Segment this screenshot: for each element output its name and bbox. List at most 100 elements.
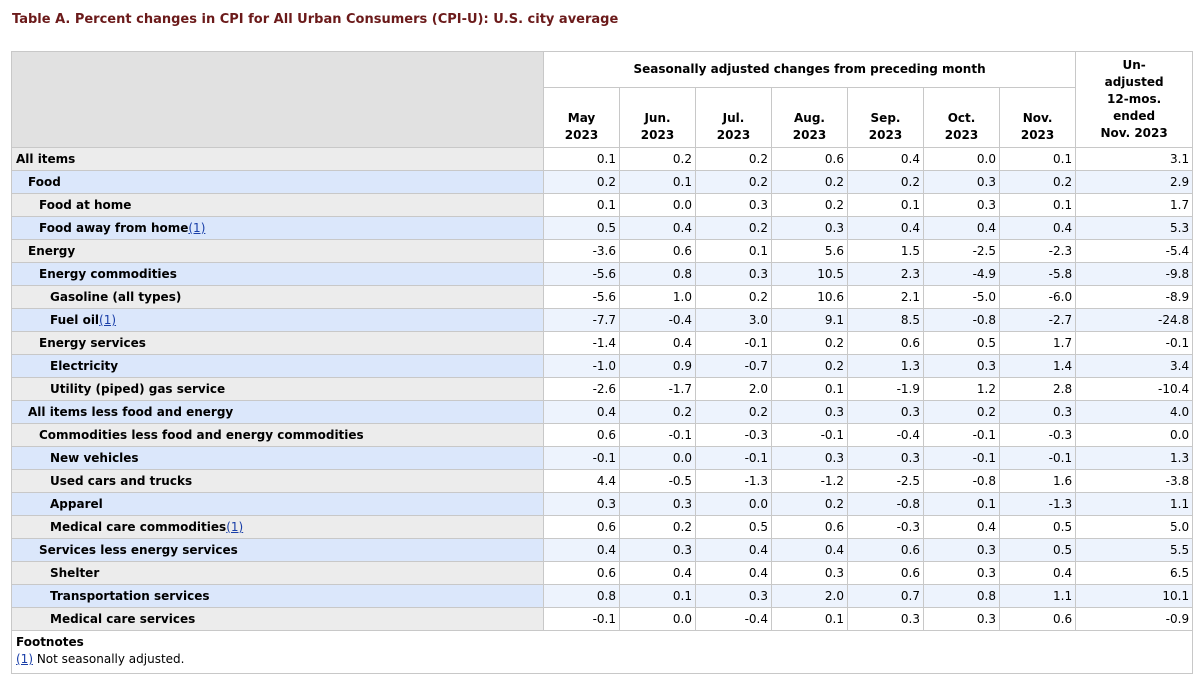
value-cell: -0.1 <box>771 423 848 447</box>
row-label: Utility (piped) gas service <box>11 377 544 401</box>
value-cell: -0.8 <box>923 308 1000 332</box>
unadjusted-value-cell: -0.1 <box>1075 331 1194 355</box>
value-cell: -0.5 <box>619 469 696 493</box>
value-cell: 0.3 <box>923 170 1000 194</box>
value-cell: 0.0 <box>619 193 696 217</box>
value-cell: -0.8 <box>923 469 1000 493</box>
value-cell: 0.1 <box>543 193 620 217</box>
table-row: Medical care services -0.1 0.0 -0.4 0.1 0.3 0.… <box>11 607 1194 631</box>
value-cell: 0.3 <box>847 400 924 424</box>
footnote-link[interactable]: (1) <box>188 221 206 235</box>
value-cell: 0.3 <box>771 446 848 470</box>
table-row: Energy -3.6 0.6 0.1 5.6 1.5 -2.5 -2.3 -5.4 <box>11 239 1194 263</box>
value-cell: 0.4 <box>998 216 1077 240</box>
value-cell: 0.4 <box>619 216 696 240</box>
value-cell: 0.3 <box>923 354 1000 378</box>
unadjusted-value-cell: 5.0 <box>1075 515 1194 539</box>
table-row: Food 0.2 0.1 0.2 0.2 0.2 0.3 0.2 2.9 <box>11 170 1194 194</box>
value-cell: 0.4 <box>695 538 772 562</box>
value-cell: -0.1 <box>998 446 1077 470</box>
unadjusted-value-cell: 2.9 <box>1075 170 1194 194</box>
value-cell: 0.1 <box>695 239 772 263</box>
table-row: Services less energy services 0.4 0.3 0.4 0.… <box>11 538 1194 562</box>
table-row: Energy services -1.4 0.4 -0.1 0.2 0.6 0.5 1.7 -0… <box>11 331 1194 355</box>
table-row: Apparel 0.3 0.3 0.0 0.2 -0.8 0.1 -1.3 1.1 <box>11 492 1194 516</box>
unadjusted-value-cell: -9.8 <box>1075 262 1194 286</box>
unadjusted-value-cell: -10.4 <box>1075 377 1194 401</box>
value-cell: 4.4 <box>543 469 620 493</box>
value-cell: 0.5 <box>923 331 1000 355</box>
value-cell: 0.3 <box>771 561 848 585</box>
value-cell: 0.3 <box>543 492 620 516</box>
value-cell: 0.6 <box>543 561 620 585</box>
row-label: Electricity <box>11 354 544 378</box>
month-header: May 2023 <box>543 87 620 148</box>
value-cell: 0.6 <box>847 561 924 585</box>
row-label: Energy services <box>11 331 544 355</box>
value-cell: 0.4 <box>771 538 848 562</box>
value-cell: -4.9 <box>923 262 1000 286</box>
table-row: All items 0.1 0.2 0.2 0.6 0.4 0.0 0.1 3.1 <box>11 147 1194 171</box>
table-row: Food away from home(1) 0.5 0.4 0.2 0.3 0.4 0.4… <box>11 216 1194 240</box>
value-cell: 9.1 <box>771 308 848 332</box>
unadjusted-12mo-header: Un- adjusted 12-mos. ended Nov. 2023 <box>1075 51 1194 148</box>
value-cell: 0.2 <box>771 193 848 217</box>
row-label: Medical care commodities(1) <box>11 515 544 539</box>
seasonally-adjusted-header: Seasonally adjusted changes from precedi… <box>542 51 1077 88</box>
value-cell: 0.3 <box>847 446 924 470</box>
value-cell: 0.4 <box>998 561 1077 585</box>
unadjusted-value-cell: -5.4 <box>1075 239 1194 263</box>
value-cell: 0.3 <box>619 538 696 562</box>
value-cell: 0.2 <box>847 170 924 194</box>
row-label: Food away from home(1) <box>11 216 544 240</box>
table-row: Electricity -1.0 0.9 -0.7 0.2 1.3 0.3 1.4 3.4 <box>11 354 1194 378</box>
value-cell: 0.7 <box>847 584 924 608</box>
value-cell: 0.3 <box>847 607 924 631</box>
value-cell: 1.7 <box>998 331 1077 355</box>
value-cell: 0.2 <box>619 515 696 539</box>
value-cell: 0.1 <box>998 147 1077 171</box>
value-cell: 0.3 <box>998 400 1077 424</box>
value-cell: 2.8 <box>998 377 1077 401</box>
value-cell: 0.8 <box>619 262 696 286</box>
unadjusted-value-cell: -24.8 <box>1075 308 1194 332</box>
table-row: Fuel oil(1) -7.7 -0.4 3.0 9.1 8.5 -0.8 -2.7 -24.… <box>11 308 1194 332</box>
footnote-item: (1) Not seasonally adjusted. <box>16 652 1188 666</box>
footnotes: Footnotes (1) Not seasonally adjusted. <box>10 630 1194 674</box>
footnote-link[interactable]: (1) <box>99 313 117 327</box>
footnote-ref-link[interactable]: (1) <box>16 652 33 666</box>
value-cell: 0.1 <box>847 193 924 217</box>
value-cell: 1.0 <box>619 285 696 309</box>
value-cell: 0.3 <box>771 216 848 240</box>
value-cell: 0.4 <box>543 538 620 562</box>
value-cell: 0.3 <box>771 400 848 424</box>
table-row: Utility (piped) gas service -2.6 -1.7 2.0 0.… <box>11 377 1194 401</box>
value-cell: 0.2 <box>695 285 772 309</box>
footnote-text: Not seasonally adjusted. <box>33 652 185 666</box>
value-cell: -0.8 <box>847 492 924 516</box>
value-cell: 0.1 <box>619 584 696 608</box>
value-cell: -1.7 <box>619 377 696 401</box>
value-cell: 0.1 <box>771 377 848 401</box>
value-cell: -0.1 <box>695 446 772 470</box>
unadjusted-value-cell: -8.9 <box>1075 285 1194 309</box>
unadjusted-value-cell: 5.3 <box>1075 216 1194 240</box>
value-cell: 0.2 <box>543 170 620 194</box>
row-label: Energy commodities <box>11 262 544 286</box>
row-label: Fuel oil(1) <box>11 308 544 332</box>
value-cell: 0.6 <box>771 147 848 171</box>
value-cell: 1.2 <box>923 377 1000 401</box>
unadjusted-value-cell: 10.1 <box>1075 584 1194 608</box>
value-cell: -2.7 <box>998 308 1077 332</box>
footnote-link[interactable]: (1) <box>226 520 244 534</box>
value-cell: -0.3 <box>998 423 1077 447</box>
row-label: Food <box>11 170 544 194</box>
month-header: Aug. 2023 <box>771 87 848 148</box>
value-cell: -1.3 <box>695 469 772 493</box>
unadjusted-value-cell: 5.5 <box>1075 538 1194 562</box>
value-cell: 0.6 <box>998 607 1077 631</box>
table-row: Transportation services 0.8 0.1 0.3 2.0 0.7 0.… <box>11 584 1194 608</box>
value-cell: 0.1 <box>998 193 1077 217</box>
value-cell: 0.6 <box>619 239 696 263</box>
value-cell: 0.3 <box>923 561 1000 585</box>
